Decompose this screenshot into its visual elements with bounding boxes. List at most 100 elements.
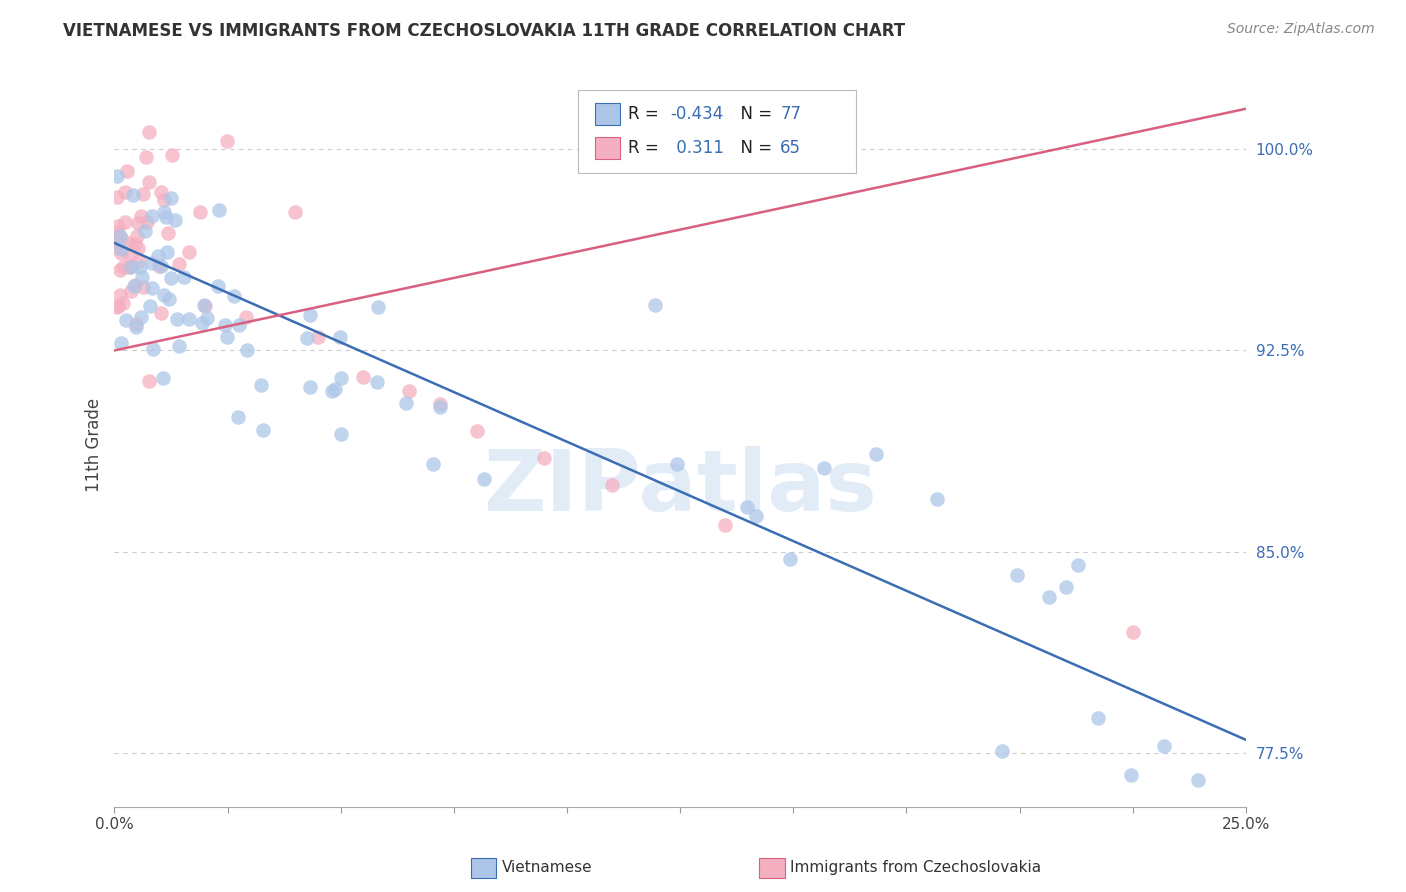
Point: [235, 310, 257, 324]
Point: [250, 378, 273, 392]
Point: [173, 270, 195, 285]
Point: [132, 187, 155, 202]
Point: [120, 248, 142, 262]
Point: [112, 296, 135, 310]
Point: [217, 134, 239, 148]
Point: [120, 260, 142, 274]
Point: [108, 228, 131, 243]
Text: ZIPatlas: ZIPatlas: [484, 447, 877, 530]
Text: N =: N =: [730, 139, 778, 157]
Point: [1187, 773, 1209, 788]
Point: [465, 424, 488, 438]
Point: [1005, 568, 1028, 582]
Point: [124, 278, 146, 293]
Point: [217, 330, 239, 344]
Point: [167, 339, 190, 353]
Point: [299, 308, 322, 322]
Point: [1066, 558, 1088, 573]
Point: [422, 457, 444, 471]
Point: [745, 508, 768, 523]
Point: [329, 329, 352, 343]
Point: [142, 342, 165, 356]
Point: [1153, 739, 1175, 753]
Point: [714, 518, 737, 533]
Point: [148, 259, 170, 273]
Point: [167, 257, 190, 271]
Point: [155, 211, 177, 225]
Point: [429, 401, 451, 415]
Point: [141, 209, 163, 223]
Point: [108, 288, 131, 302]
Point: [1054, 580, 1077, 594]
Point: [284, 205, 307, 219]
Point: [127, 241, 149, 255]
Point: [153, 205, 176, 219]
Point: [114, 186, 136, 200]
Point: [107, 219, 129, 234]
Point: [128, 260, 150, 274]
Point: [307, 330, 329, 344]
Text: 77: 77: [780, 105, 801, 123]
Point: [127, 217, 149, 231]
Point: [105, 190, 128, 204]
Point: [1119, 768, 1142, 782]
Point: [152, 370, 174, 384]
Point: [122, 279, 145, 293]
Point: [110, 335, 132, 350]
Text: R =: R =: [628, 139, 665, 157]
Point: [105, 300, 128, 314]
Point: [177, 245, 200, 260]
Point: [105, 241, 128, 255]
Point: [150, 306, 173, 320]
Point: [329, 426, 352, 441]
Point: [1038, 591, 1060, 605]
Point: [141, 256, 163, 270]
Point: [737, 500, 759, 514]
Point: [366, 375, 388, 389]
Text: VIETNAMESE VS IMMIGRANTS FROM CZECHOSLOVAKIA 11TH GRADE CORRELATION CHART: VIETNAMESE VS IMMIGRANTS FROM CZECHOSLOV…: [63, 22, 905, 40]
Point: [115, 313, 138, 327]
Point: [156, 245, 179, 260]
Point: [222, 288, 245, 302]
Point: [141, 281, 163, 295]
Point: [124, 318, 146, 332]
Point: [644, 298, 666, 312]
Text: 0.311: 0.311: [671, 139, 724, 157]
Point: [533, 450, 555, 465]
Point: [329, 370, 352, 384]
Point: [131, 270, 153, 285]
Point: [153, 193, 176, 207]
Point: [398, 384, 420, 398]
Point: [927, 491, 949, 506]
Point: [138, 175, 160, 189]
Point: [665, 457, 688, 471]
Point: [367, 300, 389, 314]
Point: [117, 163, 139, 178]
Point: [352, 370, 374, 384]
Point: [195, 310, 218, 325]
Point: [105, 238, 128, 252]
Point: [149, 185, 172, 199]
Point: [188, 205, 211, 219]
Point: [166, 312, 188, 326]
Point: [124, 236, 146, 251]
Point: [110, 231, 132, 245]
Point: [125, 229, 148, 244]
Point: [600, 477, 623, 491]
Text: -0.434: -0.434: [671, 105, 724, 123]
Point: [193, 298, 215, 312]
Point: [105, 232, 128, 246]
Point: [228, 318, 250, 333]
Point: [117, 236, 139, 251]
Point: [134, 224, 156, 238]
Point: [120, 285, 142, 299]
Point: [325, 382, 347, 396]
Point: [152, 288, 174, 302]
Point: [990, 744, 1012, 758]
Point: [111, 260, 134, 274]
Y-axis label: 11th Grade: 11th Grade: [86, 397, 103, 491]
Point: [297, 331, 319, 345]
Point: [108, 263, 131, 277]
Point: [207, 278, 229, 293]
Point: [236, 343, 259, 358]
